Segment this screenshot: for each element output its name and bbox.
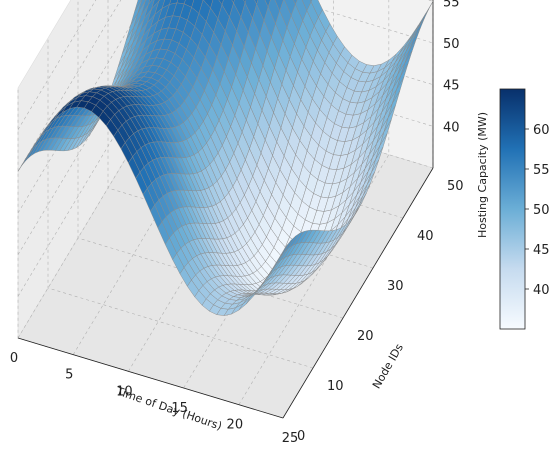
surface-facet — [254, 0, 259, 6]
z-tick-label: 45 — [443, 79, 460, 94]
y-tick-label: 0 — [297, 429, 305, 444]
x-tick-label: 15 — [171, 401, 188, 416]
y-tick-label: 50 — [447, 179, 464, 194]
y-tick-label: 30 — [387, 279, 404, 294]
x-tick-label: 0 — [10, 351, 18, 366]
z-axis-label: Hosting Capacity (MW) — [476, 112, 489, 238]
y-tick-label: 10 — [327, 379, 344, 394]
z-tick-label: 55 — [443, 0, 460, 10]
colorbar-tick-label: 50 — [533, 203, 550, 218]
grid-line — [17, 0, 97, 130]
colorbar: 40 45 50 55 60 — [499, 88, 550, 330]
colorbar-tick-label: 55 — [533, 163, 550, 178]
x-tick-label: 5 — [65, 368, 73, 383]
surface-facet — [275, 244, 288, 264]
grid-line — [128, 0, 279, 372]
grid-line — [17, 0, 169, 339]
z-tick-label: 40 — [443, 120, 460, 135]
colorbar-gradient — [499, 88, 526, 330]
grid-line — [238, 0, 390, 405]
x-tick-label: 10 — [116, 384, 133, 399]
surface-facet — [293, 0, 298, 6]
y-tick-label: 40 — [417, 229, 434, 244]
colorbar-tick-label: 40 — [533, 283, 550, 298]
colorbar-tick-label: 60 — [533, 123, 550, 138]
axis-ticks: 0510152025010203040504045505560 — [10, 0, 464, 446]
x-tick-label: 20 — [227, 418, 244, 433]
surface-plot — [17, 0, 434, 316]
y-axis-line — [282, 167, 434, 419]
x-axis-line — [17, 337, 284, 419]
grid-line — [47, 38, 314, 369]
z-tick-label: 50 — [443, 37, 460, 52]
colorbar-tick-label: 45 — [533, 243, 550, 258]
grid-line — [72, 0, 224, 355]
x-tick-label: 25 — [282, 431, 299, 446]
grid-line — [17, 0, 434, 172]
y-axis-label: Node IDs — [370, 341, 406, 391]
y-tick-label: 20 — [357, 329, 374, 344]
